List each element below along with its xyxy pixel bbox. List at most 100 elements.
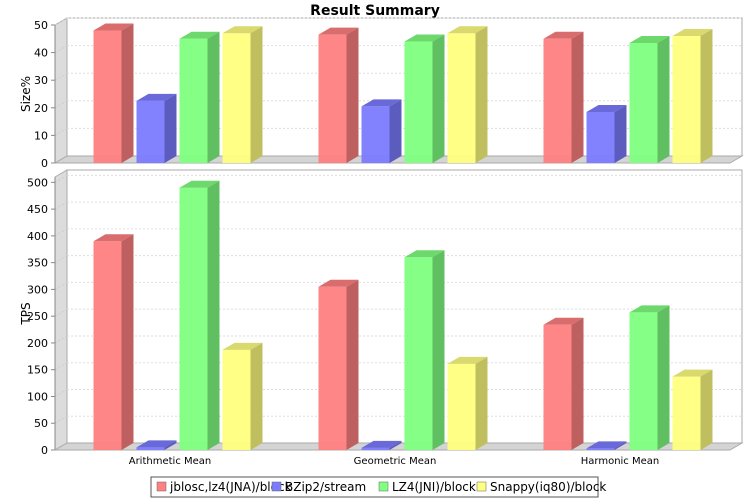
plot-2-left-wall [54, 169, 68, 451]
plot-2-bar-side [250, 342, 263, 450]
plot-1-bar-top [136, 93, 177, 101]
plot-2-bar-side [346, 279, 359, 450]
legend-label: BZip2/stream [285, 480, 366, 494]
plot-2-bar-top [404, 250, 445, 258]
plot-2-bar-top [222, 342, 263, 350]
plot-1-ytick-label: 50 [34, 19, 48, 32]
plot-2-bar-side [614, 441, 627, 450]
legend-swatch [271, 481, 282, 492]
plot-2-bar-side [657, 305, 670, 450]
plot-2-ytick-label: 150 [27, 364, 48, 377]
plot-2-bar-top [586, 441, 627, 449]
legend-swatch [476, 481, 487, 492]
plot-2-bar-side [164, 440, 177, 450]
plot-1-bar-top [586, 104, 627, 112]
plot-1-bar-side [700, 29, 713, 163]
plot-1-bar-front [361, 106, 390, 163]
plot-1-bar-front [222, 33, 251, 163]
plot-1-bar-front [318, 34, 347, 163]
plot-1-bar-front [447, 33, 476, 163]
plot-2-bar-top [543, 317, 584, 325]
plot-1-bar-front [672, 36, 701, 163]
plot-2-bar-front [629, 312, 658, 450]
plot-2-bar-top [136, 440, 177, 448]
plot-2-ytick-label: 500 [27, 176, 48, 189]
plot-1-bar-side [614, 104, 627, 163]
plot-1-ytick-label: 0 [41, 157, 48, 170]
plot-2-bar-top [447, 356, 488, 364]
plot-1-bar-side [657, 35, 670, 163]
plot-2-bar-side [700, 369, 713, 450]
plot-2-bar-side [121, 234, 134, 450]
plot-2-ytick-label: 200 [27, 337, 48, 350]
plot-2-bar-front [179, 187, 208, 451]
plot-1-bar-front [586, 111, 615, 163]
plot-1-bar-front [136, 100, 165, 163]
legend-label: jblosc,lz4(JNA)/block [169, 480, 292, 494]
plot-2-bar-front [136, 447, 165, 450]
plot-1-bar-top [318, 27, 359, 35]
plot-2-bar-side [432, 250, 445, 450]
plot-2-ytick-label: 300 [27, 283, 48, 296]
plot-1-bar-side [164, 93, 177, 163]
plot-1-ytick-label: 10 [34, 129, 48, 142]
plot-2-bar-side [475, 356, 488, 450]
legend-label: Snappy(iq80)/block [490, 480, 606, 494]
plot-1-bar-side [389, 99, 402, 163]
plot-1-bar-side [207, 31, 220, 163]
plot-2-bar-side [571, 317, 584, 450]
plot-1-bar-top [543, 31, 584, 39]
plot-2-bar-side [207, 180, 220, 451]
plot-2-bar-front [404, 257, 433, 450]
plot-1-ylabel: Size% [19, 76, 33, 112]
category-label: Arithmetic Mean [129, 456, 212, 467]
plot-1-bar-top [447, 26, 488, 34]
plot-1-bar-side [250, 26, 263, 164]
category-label: Geometric Mean [354, 456, 437, 467]
plot-1-bar-front [404, 41, 433, 164]
plot-1-ytick-label: 40 [34, 47, 48, 60]
plot-2-bar-front [93, 241, 122, 450]
plot-1-bar-front [93, 30, 122, 163]
plot-1-left-wall [54, 17, 68, 164]
plot-1-bar-top [672, 29, 713, 37]
plot-2-bar-front [672, 376, 701, 450]
chart-title: Result Summary [310, 3, 440, 19]
plot-2-bar-front [586, 448, 615, 450]
plot-1-bar-top [93, 23, 134, 31]
plot-2-bar-side [389, 440, 402, 450]
plot-1-bar-side [432, 34, 445, 164]
plot-1-ytick-label: 20 [34, 102, 48, 115]
plot-2-bar-front [318, 286, 347, 450]
plot-2-bar-top [318, 279, 359, 287]
plot-1-bar-top [404, 34, 445, 42]
plot-1-bar-top [222, 26, 263, 34]
plot-1-bar-side [571, 31, 584, 163]
plot-2-bar-top [93, 234, 134, 242]
legend-swatch [378, 481, 389, 492]
plot-1-bar-top [179, 31, 220, 39]
plot-1-bar-front [629, 42, 658, 163]
plot-2-bar-front [361, 447, 390, 450]
plot-2-bar-front [447, 363, 476, 450]
plot-2-bar-top [672, 369, 713, 377]
plot-2-ytick-label: 250 [27, 310, 48, 323]
plot-1-bar-side [346, 27, 359, 163]
plot-2-ylabel: TPS [19, 302, 33, 325]
legend-swatch [156, 481, 167, 492]
plot-2-ytick-label: 50 [34, 417, 48, 430]
plot-2-bar-top [629, 305, 670, 313]
plot-1-bar-top [361, 99, 402, 107]
plot-2-ytick-label: 450 [27, 203, 48, 216]
plot-1-bar-side [475, 26, 488, 164]
plot-2-ytick-label: 0 [41, 444, 48, 457]
category-label: Harmonic Mean [581, 456, 659, 467]
plot-1-bar-front [179, 38, 208, 163]
plot-1-bar-front [543, 38, 572, 163]
plot-2-bar-front [543, 324, 572, 450]
plot-2-ytick-label: 100 [27, 390, 48, 403]
plot-2-bar-front [222, 349, 251, 450]
plot-2-bar-top [361, 440, 402, 448]
legend-label: LZ4(JNI)/block [392, 480, 476, 494]
